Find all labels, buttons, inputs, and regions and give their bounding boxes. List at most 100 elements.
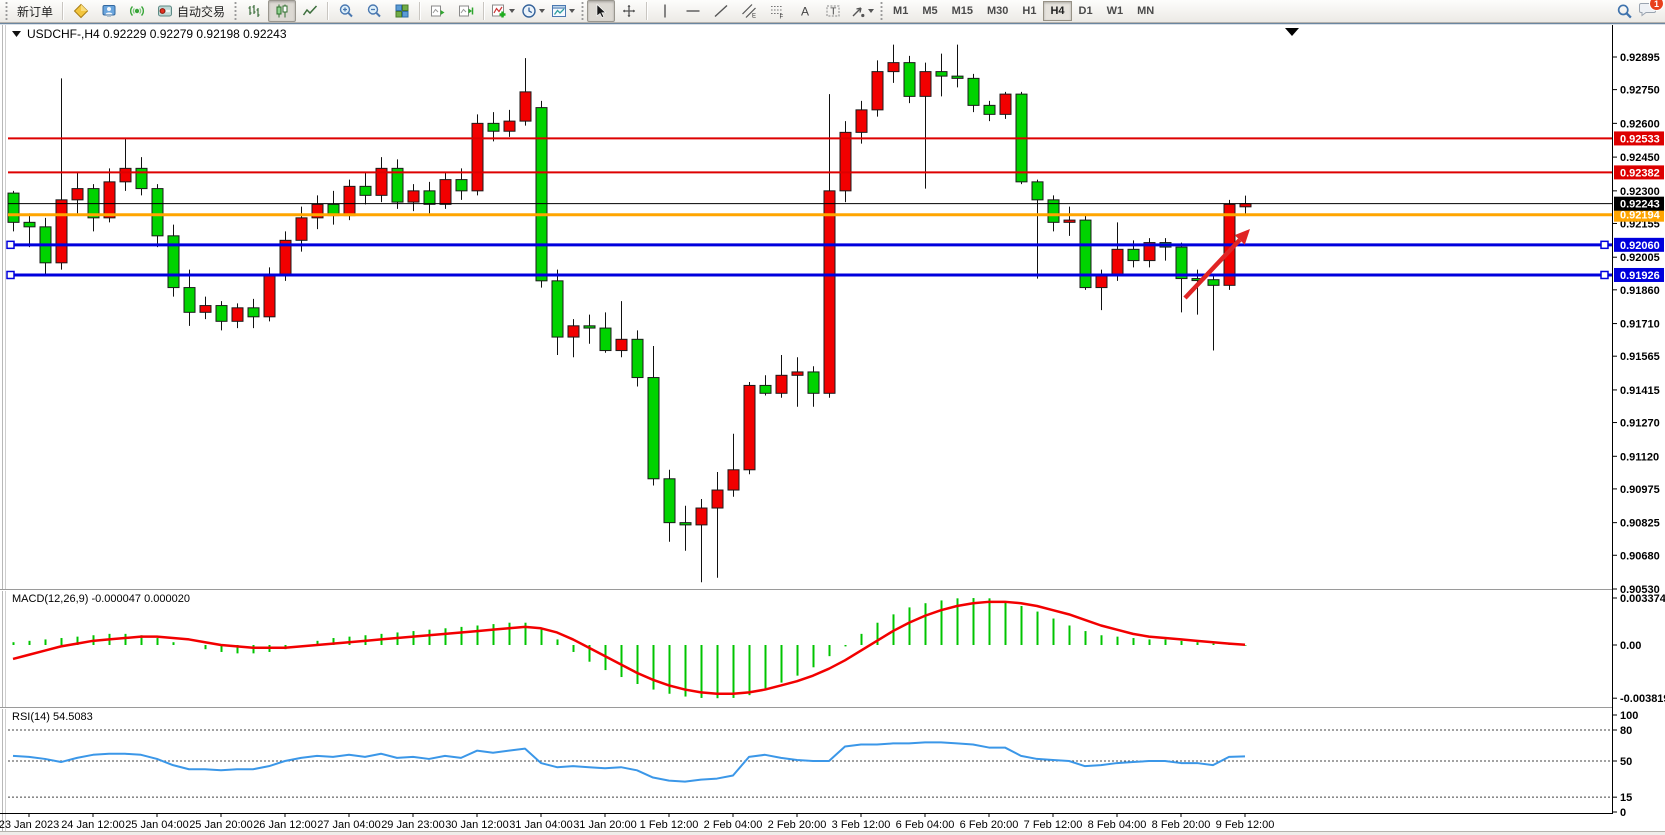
date-tick-label: 8 Feb 20:00 <box>1152 819 1211 831</box>
signals-button[interactable] <box>123 0 151 22</box>
timeframe-m15-button[interactable]: M15 <box>951 5 973 17</box>
candle-body <box>503 120 516 132</box>
search-icon[interactable] <box>1616 3 1633 20</box>
candlestick-icon <box>276 4 288 18</box>
timeframe-h1-button[interactable]: H1 <box>1022 5 1037 17</box>
candle-body <box>983 104 996 115</box>
chart-shift-button[interactable] <box>452 0 480 22</box>
candle-body <box>631 338 644 379</box>
candle-body <box>823 190 836 394</box>
price-tick-label: 0.92005 <box>1620 252 1660 264</box>
arrows-button[interactable] <box>847 0 877 22</box>
candle-body <box>231 307 244 322</box>
fibonacci-button[interactable]: F <box>763 0 791 22</box>
auto-trading-button[interactable]: 自动交易 <box>151 0 231 22</box>
candle-body <box>135 167 148 190</box>
price-label-box <box>1614 207 1664 222</box>
text-label-button[interactable]: T <box>819 0 847 22</box>
chevron-down-icon <box>569 9 576 13</box>
cursor-button[interactable] <box>587 0 616 22</box>
bar-chart-button[interactable] <box>240 0 268 22</box>
chevron-down-icon <box>868 9 875 13</box>
candle-body <box>103 181 116 219</box>
price-label-box <box>1614 237 1664 252</box>
date-tick-label: 27 Jan 04:00 <box>317 819 381 831</box>
price-tick-label: 0.90825 <box>1620 518 1660 530</box>
candle-body <box>999 93 1012 115</box>
candle-body <box>471 122 484 192</box>
line-handle <box>1600 270 1609 280</box>
equidistant-channel-button[interactable]: E <box>735 0 763 22</box>
chevron-down-icon <box>539 9 546 13</box>
new-order-label: 新订单 <box>17 4 54 19</box>
candlestick-button[interactable] <box>268 0 297 22</box>
timeframe-m1-button[interactable]: M1 <box>893 5 909 17</box>
toolbar-separator <box>62 2 65 20</box>
toolbar-grip[interactable] <box>580 2 586 20</box>
periods-button[interactable] <box>518 0 548 22</box>
tile-windows-button[interactable] <box>388 0 416 22</box>
candle-body <box>567 325 580 338</box>
timeframe-m30-button[interactable]: M30 <box>987 5 1009 17</box>
line-handle <box>6 270 15 280</box>
price-tick-label: 0.90680 <box>1620 550 1660 562</box>
candle-body <box>71 188 84 201</box>
line-chart-button[interactable] <box>296 0 324 22</box>
trendline-button[interactable] <box>707 0 735 22</box>
candle-body <box>391 167 404 203</box>
candle-body <box>599 327 612 352</box>
candle-body <box>407 190 420 203</box>
zoom-out-button[interactable] <box>360 0 388 22</box>
toolbar-separator <box>327 2 330 20</box>
candle-body <box>1111 248 1124 275</box>
price-tick-label: 0.92750 <box>1620 85 1660 97</box>
toolbar-grip[interactable] <box>879 2 885 20</box>
timeframe-w1-button[interactable]: W1 <box>1106 5 1124 17</box>
line-chart-icon <box>302 5 318 16</box>
timeframe-d1-button[interactable]: D1 <box>1078 5 1093 17</box>
indicators-button[interactable] <box>488 0 518 22</box>
candle-body <box>455 179 468 192</box>
timeframe-mn-button[interactable]: MN <box>1137 5 1155 17</box>
price-label-text: 0.92194 <box>1620 210 1661 222</box>
text-button[interactable]: A <box>791 0 819 22</box>
candle-body <box>695 507 708 526</box>
templates-button[interactable] <box>548 0 578 22</box>
toolbar-grip[interactable] <box>233 2 239 20</box>
timeframe-m5-button[interactable]: M5 <box>922 5 938 17</box>
zoom-in-button[interactable] <box>332 0 360 22</box>
new-order-button[interactable]: 新订单 <box>11 0 59 22</box>
candle-body <box>791 371 804 376</box>
candle-body <box>343 185 356 217</box>
candle-body <box>23 221 36 228</box>
candle-body <box>311 203 324 219</box>
price-tick-label: 0.90530 <box>1620 584 1660 596</box>
horizontal-line-button[interactable] <box>679 0 707 22</box>
candle-body <box>359 185 372 196</box>
toolbar-grip[interactable] <box>4 2 9 20</box>
date-tick-label: 8 Feb 04:00 <box>1088 819 1147 831</box>
mql-market-button[interactable] <box>67 0 95 22</box>
auto-scroll-button[interactable] <box>424 0 452 22</box>
price-tick-label: 0.92300 <box>1620 186 1660 198</box>
timeframe-bar: M1 M5 M15 M30 H1 H4 D1 W1 MN <box>886 1 1161 21</box>
price-label-text: 0.92533 <box>1620 133 1660 145</box>
autotrading-icon <box>158 5 173 17</box>
date-tick-label: 9 Feb 12:00 <box>1216 819 1275 831</box>
crosshair-button[interactable] <box>615 0 643 22</box>
date-tick-label: 7 Feb 12:00 <box>1024 819 1083 831</box>
zoom-in-icon <box>339 4 353 18</box>
bar-chart-icon <box>248 5 260 17</box>
rsi-line <box>12 741 1246 783</box>
candle-body <box>183 287 196 313</box>
auto-trading-label: 自动交易 <box>177 4 226 19</box>
price-tick-label: 0.91860 <box>1620 285 1660 297</box>
vertical-line-button[interactable] <box>651 0 679 22</box>
toolbar-right: 1 <box>1616 0 1665 22</box>
price-label-box <box>1614 131 1664 146</box>
community-button[interactable] <box>95 0 123 22</box>
date-tick-label: 2 Feb 20:00 <box>768 819 827 831</box>
timeframe-h4-button[interactable]: H4 <box>1043 1 1072 21</box>
chat-button[interactable]: 1 <box>1639 0 1664 22</box>
